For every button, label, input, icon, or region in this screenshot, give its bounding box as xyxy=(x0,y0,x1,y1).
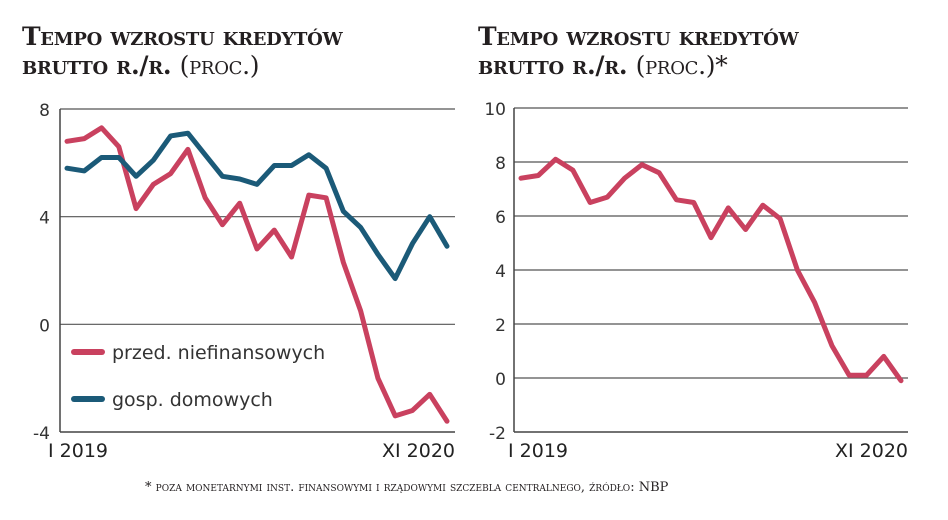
y-tick-label: 0 xyxy=(39,316,50,336)
left-title-line2: brutto r./r. (proc.) xyxy=(22,51,342,80)
y-tick-label: 4 xyxy=(495,262,506,282)
y-tick-label: 6 xyxy=(495,208,506,228)
y-tick-label: -2 xyxy=(489,424,506,444)
y-tick-label: 0 xyxy=(495,370,506,390)
y-tick-label: 8 xyxy=(39,101,50,121)
left-title-line1: Tempo wzrostu kredytów xyxy=(22,22,343,51)
right-title-line2-text: brutto r./r. xyxy=(478,51,628,80)
y-tick-label: 10 xyxy=(484,100,506,120)
x-start-label: I 2019 xyxy=(508,440,568,462)
y-tick-label: 4 xyxy=(39,209,50,229)
x-end-label: XI 2020 xyxy=(835,440,908,462)
right-chart-title: Tempo wzrostu kredytów brutto r./r. (pro… xyxy=(478,22,799,80)
right-title-line1: Tempo wzrostu kredytów xyxy=(478,22,799,51)
right-title-line2: brutto r./r. (proc.)* xyxy=(478,51,798,80)
x-end-label: XI 2020 xyxy=(382,440,455,462)
y-tick-label: 8 xyxy=(495,154,506,174)
left-title-unit: (proc.) xyxy=(179,51,260,80)
legend-label: przed. niefinansowych xyxy=(112,342,325,364)
left-chart-title: Tempo wzrostu kredytów brutto r./r. (pro… xyxy=(22,22,343,80)
left-title-line2-text: brutto r./r. xyxy=(22,51,172,80)
series-line-2 xyxy=(64,130,450,282)
footnote: * poza monetarnymi inst. finansowymi i r… xyxy=(145,480,669,495)
y-tick-label: 2 xyxy=(495,316,506,336)
right-title-unit: (proc.)* xyxy=(635,51,728,80)
y-tick-label: -4 xyxy=(33,424,50,444)
x-start-label: I 2019 xyxy=(48,440,108,462)
legend-label: gosp. domowych xyxy=(112,389,273,411)
